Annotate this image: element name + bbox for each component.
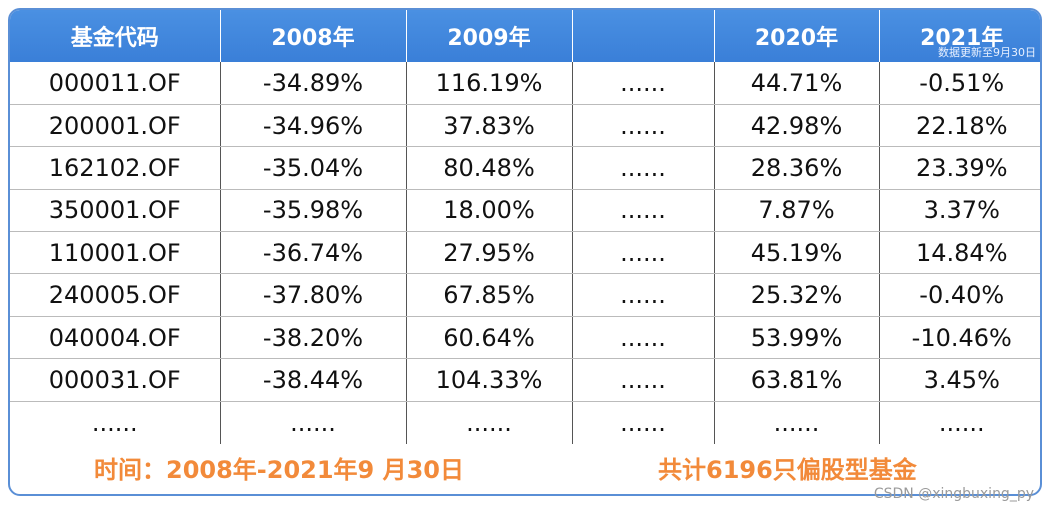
header-2021-label: 2021年 xyxy=(920,26,1004,51)
table-cell: -37.80% xyxy=(220,273,407,317)
table-cell: ...... xyxy=(572,189,715,233)
table-cell: 45.19% xyxy=(714,231,880,275)
table-row: 040004.OF -38.20% 60.64%...... 53.99% -10.46… xyxy=(10,316,1040,360)
table-cell: -38.20% xyxy=(220,316,407,360)
table-cell: ...... xyxy=(572,401,715,444)
table-cell: 3.37% xyxy=(879,189,1040,233)
table-cell: 18.00% xyxy=(406,189,573,233)
table-row: 200001.OF -34.96% 37.83%...... 42.98% 22.18% xyxy=(10,104,1040,148)
table-header-row: 基金代码 2008年 2009年 2020年 2021年 数据更新至9月30日 xyxy=(10,10,1040,62)
table-cell: -0.51% xyxy=(879,62,1040,105)
table-cell: 14.84% xyxy=(879,231,1040,275)
table-cell: -34.89% xyxy=(220,62,407,105)
watermark: CSDN @xingbuxing_py xyxy=(873,486,1034,502)
header-fund-code: 基金代码 xyxy=(10,10,221,62)
table-cell: 000031.OF xyxy=(10,358,221,402)
table-cell: ...... xyxy=(572,104,715,148)
table-cell: 104.33% xyxy=(406,358,573,402)
table-cell: 350001.OF xyxy=(10,189,221,233)
table-cell: 37.83% xyxy=(406,104,573,148)
footer-time-range: 时间：2008年-2021年9 月30日 xyxy=(94,456,465,484)
table-cell: ...... xyxy=(714,401,880,444)
table-cell: ...... xyxy=(572,146,715,190)
table-cell: 80.48% xyxy=(406,146,573,190)
table-cell: ...... xyxy=(572,231,715,275)
table-cell: ...... xyxy=(406,401,573,444)
table-cell: 162102.OF xyxy=(10,146,221,190)
table-cell: 28.36% xyxy=(714,146,880,190)
table-cell: 67.85% xyxy=(406,273,573,317)
table-cell: 60.64% xyxy=(406,316,573,360)
table-cell: 63.81% xyxy=(714,358,880,402)
header-2009: 2009年 xyxy=(406,10,573,62)
table-cell: 3.45% xyxy=(879,358,1040,402)
table-cell: 53.99% xyxy=(714,316,880,360)
header-2008: 2008年 xyxy=(220,10,407,62)
table-cell: ...... xyxy=(220,401,407,444)
table-cell: -34.96% xyxy=(220,104,407,148)
table-cell: 23.39% xyxy=(879,146,1040,190)
table-cell: -10.46% xyxy=(879,316,1040,360)
footer-fund-count: 共计6196只偏股型基金 xyxy=(658,456,917,484)
table-row: 000011.OF -34.89% 116.19%...... 44.71% -0.51… xyxy=(10,62,1040,105)
table-cell: 22.18% xyxy=(879,104,1040,148)
table-cell: ...... xyxy=(572,316,715,360)
table-cell: 110001.OF xyxy=(10,231,221,275)
table-row: 240005.OF -37.80% 67.85%...... 25.32% -0.40% xyxy=(10,273,1040,317)
table-cell: ...... xyxy=(10,401,221,444)
table-row: 162102.OF -35.04% 80.48%...... 28.36% 23.39% xyxy=(10,146,1040,190)
table-cell: ...... xyxy=(938,408,985,437)
header-2021: 2021年 数据更新至9月30日 xyxy=(879,10,1040,62)
table-row: 350001.OF -35.98% 18.00%...... 7.87% 3.37% xyxy=(10,189,1040,233)
table-row: 110001.OF -36.74% 27.95%...... 45.19% 14.84% xyxy=(10,231,1040,275)
table-cell: 240005.OF xyxy=(10,273,221,317)
table-cell: 44.71% xyxy=(714,62,880,105)
table-cell: ...... xyxy=(572,358,715,402)
table-cell: -0.40% xyxy=(879,273,1040,317)
table-cell: -36.74% xyxy=(220,231,407,275)
table-row: .................................... xyxy=(10,401,1040,444)
table-row: 000031.OF -38.44% 104.33%...... 63.81% 3.45% xyxy=(10,358,1040,402)
table-cell: 040004.OF xyxy=(10,316,221,360)
table-cell: 200001.OF xyxy=(10,104,221,148)
table-cell: -38.44% xyxy=(220,358,407,402)
table-cell: 7.87% xyxy=(714,189,880,233)
footer: 时间：2008年-2021年9 月30日 共计6196只偏股型基金 xyxy=(10,448,1040,494)
header-ellipsis xyxy=(572,10,715,62)
table-cell: ...... xyxy=(572,62,715,105)
header-2020: 2020年 xyxy=(714,10,880,62)
table-cell: -35.98% xyxy=(220,189,407,233)
table-cell: 25.32% xyxy=(714,273,880,317)
fund-returns-table: 基金代码 2008年 2009年 2020年 2021年 数据更新至9月30日 … xyxy=(10,10,1040,444)
header-update-note: 数据更新至9月30日 xyxy=(938,46,1036,59)
table-cell: 27.95% xyxy=(406,231,573,275)
table-cell: 000011.OF xyxy=(10,62,221,105)
table-cell: 42.98% xyxy=(714,104,880,148)
table-cell: ...... xyxy=(572,273,715,317)
fund-returns-table-frame: 基金代码 2008年 2009年 2020年 2021年 数据更新至9月30日 … xyxy=(8,8,1042,496)
table-cell: 116.19% xyxy=(406,62,573,105)
table-cell: -35.04% xyxy=(220,146,407,190)
